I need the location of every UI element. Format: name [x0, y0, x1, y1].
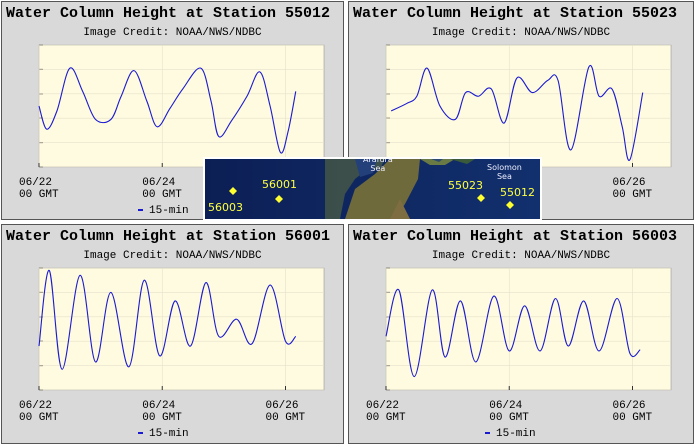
x-tick-label: 06/22 00 GMT: [19, 177, 59, 201]
chart-title: Water Column Height at Station 55023: [353, 5, 678, 22]
chart-panel: Water Column Height at Station 56003 Imag…: [348, 224, 694, 444]
legend-swatch: [138, 432, 143, 435]
x-tick-label: 06/22 00 GMT: [366, 400, 406, 424]
legend-swatch: [138, 209, 143, 212]
sea-label: Solomon Sea: [487, 163, 522, 181]
x-tick-label: 06/26 00 GMT: [265, 400, 306, 424]
legend-label: 15-min: [149, 428, 189, 440]
x-tick-label: 06/26 00 GMT: [612, 177, 653, 201]
legend-item: 15-min: [138, 205, 189, 217]
chart: [385, 267, 672, 391]
chart-title: Water Column Height at Station 56001: [6, 228, 331, 245]
chart-title: Water Column Height at Station 56003: [353, 228, 678, 245]
plot-area: [38, 44, 325, 168]
chart-panel: Water Column Height at Station 55012 Imag…: [1, 1, 344, 220]
chart: [385, 44, 672, 168]
station-map: 56003 56001 55023 55012 Arafura Sea Solo…: [203, 157, 542, 221]
chart-panel: Water Column Height at Station 55023 Imag…: [348, 1, 694, 220]
data-line: [38, 269, 297, 370]
chart-subtitle: Image Credit: NOAA/NWS/NDBC: [83, 250, 262, 262]
legend-item: 15-min: [485, 428, 536, 440]
data-line: [390, 64, 644, 161]
data-line: [38, 67, 297, 154]
chart-title: Water Column Height at Station 55012: [6, 5, 331, 22]
legend-label: 15-min: [496, 428, 536, 440]
x-tick-label: 06/24 00 GMT: [489, 400, 529, 424]
legend-item: 15-min: [138, 428, 189, 440]
legend-label: 15-min: [149, 205, 189, 217]
station-label: 55012: [500, 186, 535, 199]
sea-label: Arafura Sea: [363, 157, 393, 173]
chart-subtitle: Image Credit: NOAA/NWS/NDBC: [431, 250, 611, 262]
map-image: [205, 159, 540, 219]
legend-swatch: [485, 432, 490, 435]
plot-area: [385, 267, 672, 391]
plot-area: [38, 267, 325, 391]
chart-subtitle: Image Credit: NOAA/NWS/NDBC: [83, 27, 262, 39]
chart-panel: Water Column Height at Station 56001 Imag…: [1, 224, 344, 444]
station-label: 55023: [448, 179, 483, 192]
plot-area: [385, 44, 672, 168]
data-line: [385, 289, 641, 378]
x-tick-label: 06/24 00 GMT: [142, 177, 182, 201]
chart: [38, 44, 325, 168]
x-tick-label: 06/24 00 GMT: [142, 400, 182, 424]
chart: [38, 267, 325, 391]
station-label: 56001: [262, 178, 297, 191]
x-tick-label: 06/26 00 GMT: [612, 400, 653, 424]
chart-subtitle: Image Credit: NOAA/NWS/NDBC: [431, 27, 611, 39]
station-label: 56003: [208, 201, 243, 214]
x-tick-label: 06/22 00 GMT: [19, 400, 59, 424]
